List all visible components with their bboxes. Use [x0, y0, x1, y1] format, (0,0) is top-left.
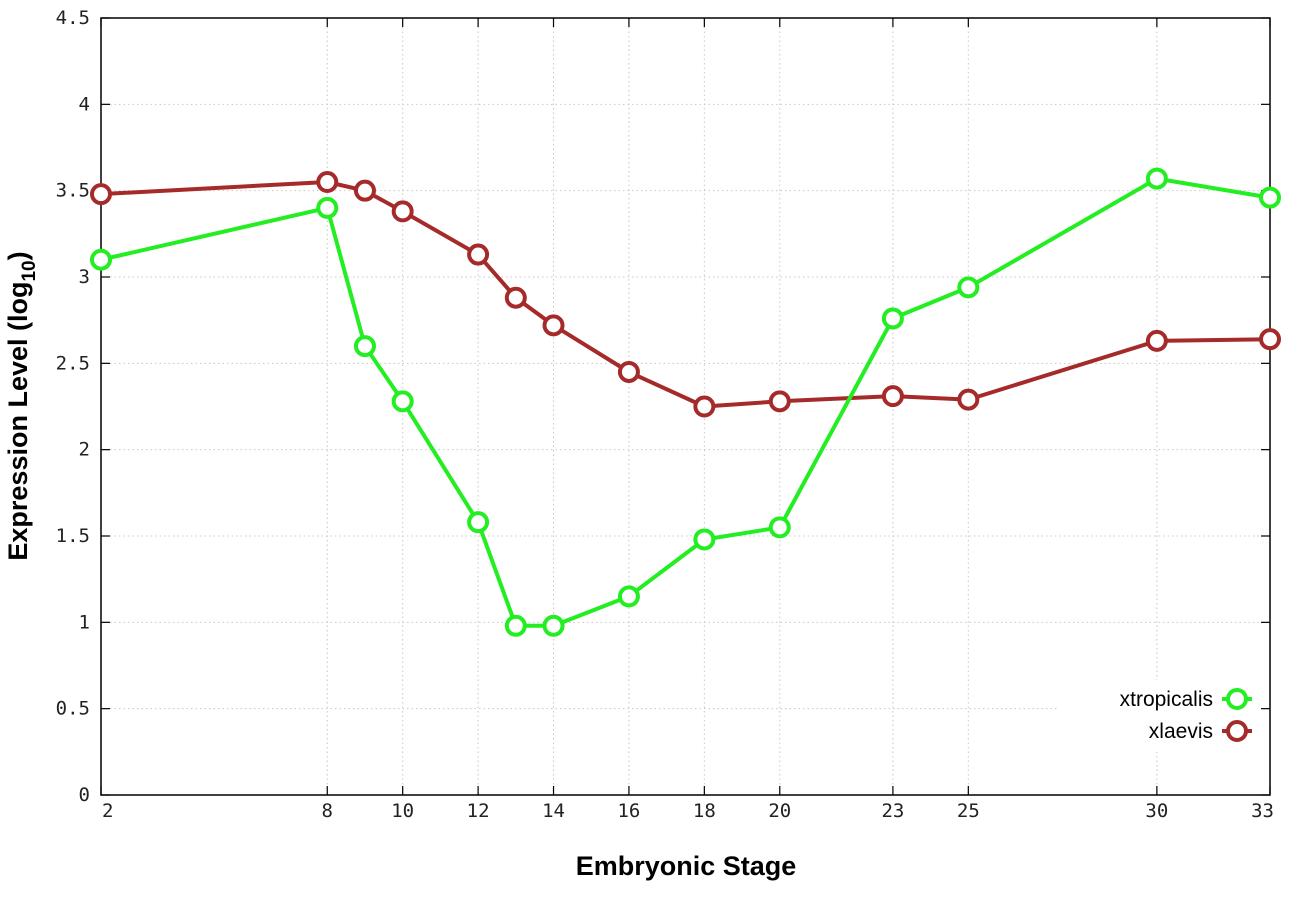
x-tick-label: 23 [881, 800, 904, 822]
plot-frame [100, 17, 1271, 796]
x-tick-label: 20 [768, 800, 791, 822]
series-xlaevis [90, 171, 1281, 418]
y-tick-label: 0.5 [56, 698, 90, 720]
grid-lines [101, 18, 1270, 795]
data-point-xlaevis [693, 395, 716, 418]
data-point-xlaevis [881, 385, 904, 408]
data-point-xlaevis [316, 171, 339, 194]
data-point-xtropicalis [504, 614, 527, 637]
data-point-xtropicalis [391, 390, 414, 413]
data-point-xlaevis [1259, 328, 1281, 351]
y-tick-label: 3.5 [56, 180, 90, 202]
x-tick-label: 12 [467, 800, 490, 822]
series-line-xtropicalis [100, 176, 1271, 628]
data-point-xtropicalis [316, 196, 339, 219]
y-tick-label: 4.5 [56, 7, 90, 29]
x-tick-label: 2 [102, 800, 113, 822]
data-point-xtropicalis [1259, 186, 1281, 209]
x-tick-label: 33 [1251, 800, 1274, 822]
y-tick-label: 0 [79, 784, 90, 806]
data-point-xlaevis [504, 286, 527, 309]
data-point-xlaevis [768, 390, 791, 413]
y-tick-label: 1.5 [56, 525, 90, 547]
series-xtropicalis [90, 167, 1281, 637]
x-tick-label: 16 [617, 800, 640, 822]
data-point-xlaevis [90, 183, 112, 206]
x-tick-label: 30 [1145, 800, 1168, 822]
x-tick-label: 10 [391, 800, 414, 822]
data-point-xlaevis [391, 200, 414, 223]
data-point-xlaevis [1145, 329, 1168, 352]
y-axis-title-close: ) [3, 251, 33, 260]
x-tick-label: 18 [693, 800, 716, 822]
data-point-xtropicalis [768, 516, 791, 539]
series-layer [90, 167, 1281, 637]
y-tick-label: 1 [79, 611, 90, 633]
axis-ticks: 0 0.5 1 1.5 2 2.5 3 3.5 4 4.5 2 8 10 12 14 16 18 20 23 25 30… [56, 7, 1274, 822]
x-axis-title: Embryonic Stage [576, 851, 797, 881]
y-axis-title: Expression Level (log10) [3, 251, 40, 560]
y-axis-title-main: Expression Level (log [3, 282, 33, 561]
x-tick-label: 8 [322, 800, 333, 822]
data-point-xtropicalis [881, 307, 904, 330]
data-point-xtropicalis [693, 528, 716, 551]
legend-label-xtropicalis: xtropicalis [1120, 688, 1213, 711]
data-point-xtropicalis [957, 276, 980, 299]
data-point-xtropicalis [467, 511, 490, 534]
legend-marker-xlaevis [1226, 720, 1248, 742]
data-point-xtropicalis [617, 585, 640, 608]
y-axis-title-subscript: 10 [19, 260, 40, 281]
data-point-xtropicalis [542, 614, 565, 637]
y-tick-label: 4 [79, 93, 90, 115]
data-point-xtropicalis [1145, 167, 1168, 190]
legend-marker-xtropicalis [1226, 688, 1248, 710]
y-tick-label: 2 [79, 439, 90, 461]
data-point-xtropicalis [353, 335, 376, 358]
data-point-xlaevis [467, 243, 490, 266]
data-point-xlaevis [542, 314, 565, 337]
data-point-xlaevis [617, 360, 640, 383]
legend: xtropicalis xlaevis [1120, 688, 1252, 743]
y-tick-label: 2.5 [56, 352, 90, 374]
y-tick-label: 3 [79, 266, 90, 288]
x-tick-label: 25 [957, 800, 980, 822]
data-point-xlaevis [353, 179, 376, 202]
data-point-xlaevis [957, 388, 980, 411]
data-point-xtropicalis [90, 248, 112, 271]
x-tick-label: 14 [542, 800, 565, 822]
legend-label-xlaevis: xlaevis [1149, 720, 1213, 743]
